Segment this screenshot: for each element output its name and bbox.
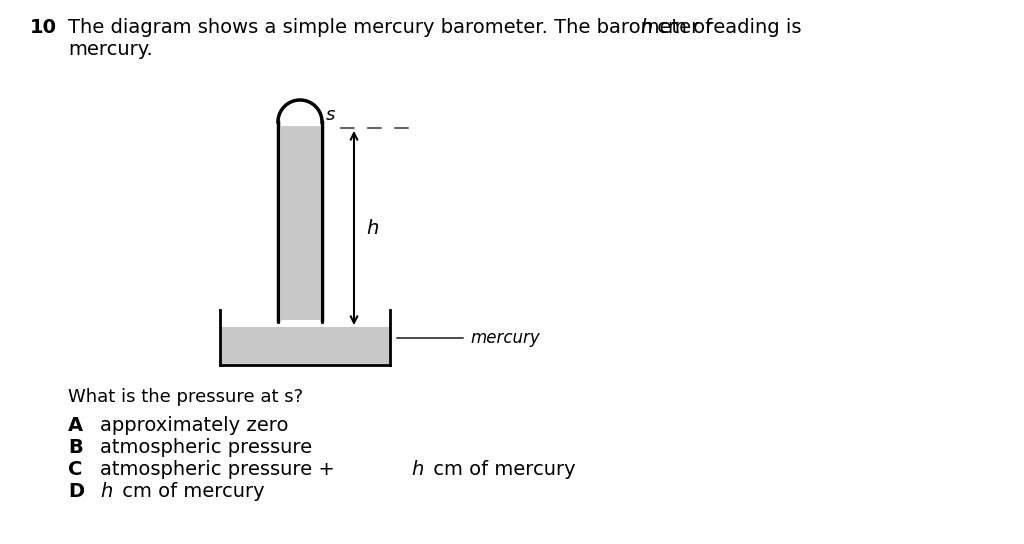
Text: h: h [366, 219, 379, 238]
Text: atmospheric pressure +: atmospheric pressure + [100, 460, 341, 479]
Text: atmospheric pressure: atmospheric pressure [100, 438, 312, 457]
Bar [221, 327, 389, 364]
Text: h: h [640, 18, 652, 37]
Text: A: A [68, 416, 83, 435]
Text: C: C [68, 460, 82, 479]
Text: mercury: mercury [470, 329, 540, 347]
Text: cm of mercury: cm of mercury [116, 482, 264, 501]
Text: cm of mercury: cm of mercury [427, 460, 575, 479]
Text: h: h [100, 482, 113, 501]
Text: 10: 10 [30, 18, 57, 37]
Text: h: h [411, 460, 424, 479]
Text: cm of: cm of [651, 18, 712, 37]
Text: What is the pressure at s?: What is the pressure at s? [68, 388, 303, 406]
Text: B: B [68, 438, 83, 457]
Text: s: s [326, 106, 336, 124]
Text: approximately zero: approximately zero [100, 416, 289, 435]
Text: The diagram shows a simple mercury barometer. The barometer reading is: The diagram shows a simple mercury barom… [68, 18, 808, 37]
Text: mercury.: mercury. [68, 40, 153, 59]
Text: D: D [68, 482, 84, 501]
Bar [281, 126, 319, 320]
